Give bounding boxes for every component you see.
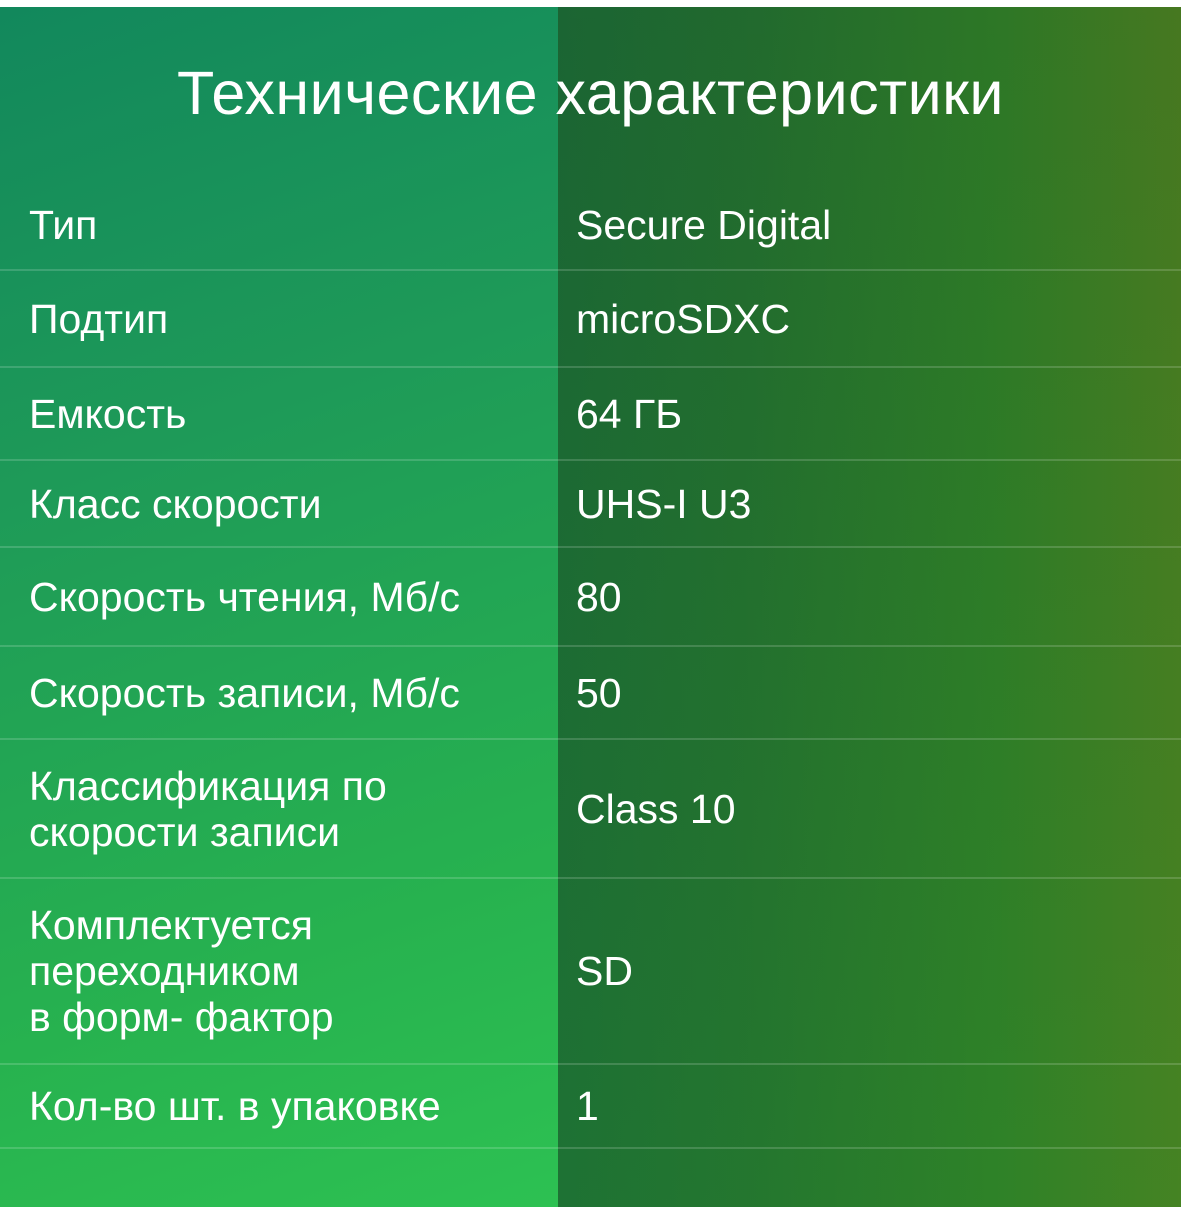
spec-value: Secure Digital [576,201,832,248]
spec-row: Скорость чтения, Мб/с 80 [0,548,1181,647]
spec-label: Скорость чтения, Мб/с [29,573,460,620]
left-panel [0,7,558,1207]
spec-value: Class 10 [576,785,736,832]
spec-value: 50 [576,669,622,716]
spec-label: Скорость записи, Мб/с [29,669,460,716]
spec-label: Комплектуется переходником в форм- факто… [29,902,334,1040]
right-panel [558,7,1181,1207]
spec-row: Емкость 64 ГБ [0,368,1181,461]
spec-label: Тип [29,201,98,248]
spec-row: Тип Secure Digital [0,180,1181,271]
spec-row: Класс скорости UHS-I U3 [0,461,1181,548]
spec-label: Кол-во шт. в упаковке [29,1083,441,1129]
spec-label: Классификация по скорости записи [29,762,387,855]
spec-row: Скорость записи, Мб/с 50 [0,647,1181,740]
spec-value: 1 [576,1083,599,1129]
spec-value: 80 [576,573,622,620]
spec-row: Подтип microSDXC [0,271,1181,368]
spec-value: microSDXC [576,295,791,342]
spec-value: 64 ГБ [576,390,683,437]
spec-label: Подтип [29,295,169,342]
spec-row: Кол-во шт. в упаковке 1 [0,1065,1181,1149]
spec-label: Класс скорости [29,480,322,527]
background [0,7,1181,1207]
spec-value: UHS-I U3 [576,480,752,527]
spec-row: Классификация по скорости записи Class 10 [0,740,1181,879]
spec-value: SD [576,948,633,994]
spec-label: Емкость [29,390,187,437]
page-title: Технические характеристики [177,59,1004,127]
spec-row: Комплектуется переходником в форм- факто… [0,879,1181,1065]
